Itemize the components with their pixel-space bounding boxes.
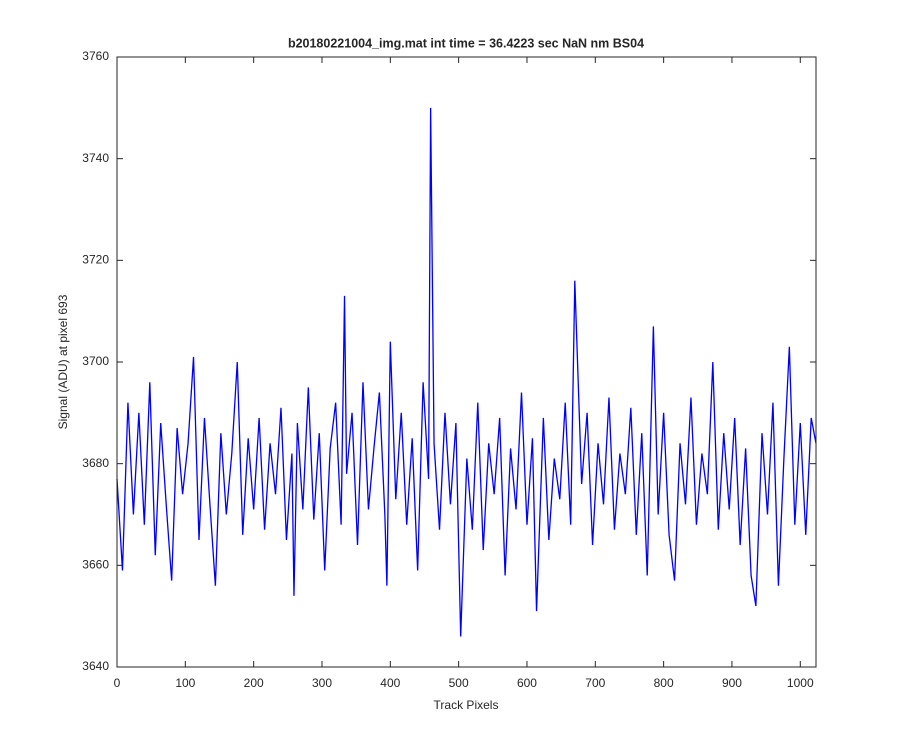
x-tick-label: 100 — [175, 676, 195, 690]
y-tick-label: 3660 — [82, 558, 109, 572]
x-tick-label: 900 — [722, 676, 742, 690]
x-tick-label: 600 — [517, 676, 537, 690]
x-tick-label: 1000 — [787, 676, 814, 690]
x-tick-label: 700 — [585, 676, 605, 690]
x-tick-label: 300 — [312, 676, 332, 690]
y-tick-label: 3680 — [82, 456, 109, 470]
x-tick-label: 0 — [114, 676, 121, 690]
x-axis-label: Track Pixels — [434, 698, 499, 712]
x-tick-label: 800 — [654, 676, 674, 690]
y-tick-label: 3720 — [82, 253, 109, 267]
y-tick-label: 3760 — [82, 49, 109, 63]
y-axis-label: Signal (ADU) at pixel 693 — [56, 294, 70, 429]
x-tick-label: 400 — [380, 676, 400, 690]
y-tick-label: 3700 — [82, 354, 109, 368]
line-series — [116, 107, 817, 637]
x-tick-label: 500 — [449, 676, 469, 690]
chart-title: b20180221004_img.mat int time = 36.4223 … — [288, 36, 644, 50]
y-tick-label: 3740 — [82, 151, 109, 165]
x-tick-label: 200 — [244, 676, 264, 690]
plot-frame — [116, 56, 817, 668]
y-tick-label: 3640 — [82, 659, 109, 673]
